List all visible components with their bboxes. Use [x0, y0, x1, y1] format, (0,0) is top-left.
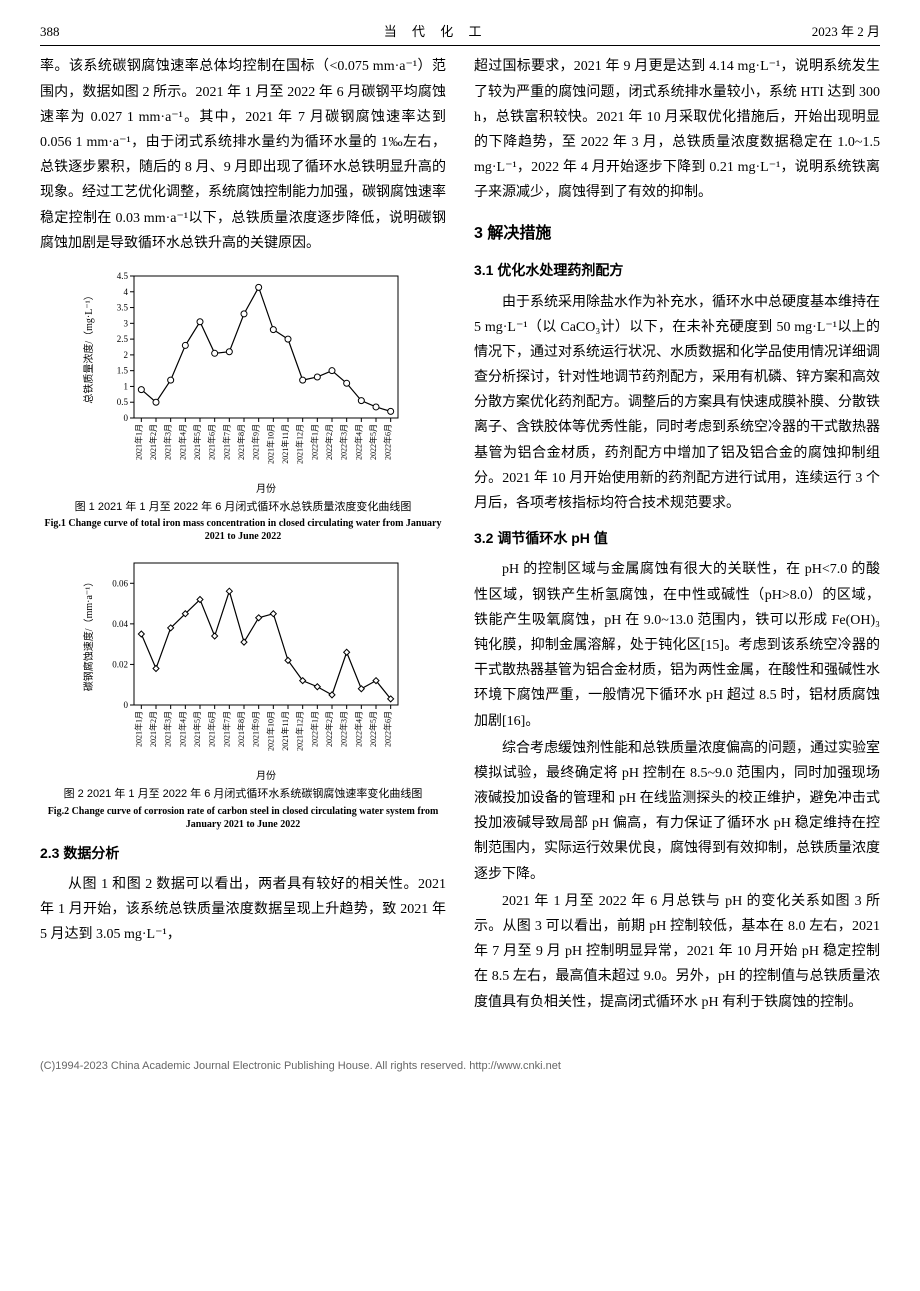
svg-text:2022年2月: 2022年2月	[324, 711, 334, 747]
svg-text:2021年6月: 2021年6月	[207, 424, 217, 460]
svg-text:2021年1月: 2021年1月	[133, 424, 143, 460]
svg-text:2022年1月: 2022年1月	[309, 711, 319, 747]
issue-date: 2023 年 2 月	[812, 20, 880, 43]
figure-2: 0 0.02 0.04 0.06 碳钢腐蚀速度/（mm·a⁻¹） 2021年1月 2021年…	[40, 553, 446, 830]
figure-1-caption-zh: 图 1 2021 年 1 月至 2022 年 6 月闭式循环水总铁质量浓度变化曲…	[40, 500, 446, 515]
svg-text:月份: 月份	[256, 483, 276, 495]
svg-text:碳钢腐蚀速度/（mm·a⁻¹）: 碳钢腐蚀速度/（mm·a⁻¹）	[82, 577, 95, 691]
svg-text:3: 3	[124, 318, 129, 328]
figure-2-caption-en: Fig.2 Change curve of corrosion rate of …	[40, 805, 446, 831]
page-number: 388	[40, 20, 60, 43]
svg-text:2: 2	[124, 350, 129, 360]
svg-text:2021年7月: 2021年7月	[221, 424, 231, 460]
journal-name: 当 代 化 工	[384, 20, 488, 43]
svg-text:2021年8月: 2021年8月	[236, 424, 246, 460]
svg-text:2022年1月: 2022年1月	[309, 424, 319, 460]
svg-text:2022年3月: 2022年3月	[339, 424, 349, 460]
svg-text:2021年4月: 2021年4月	[177, 711, 187, 747]
svg-text:0: 0	[124, 413, 129, 423]
section-3-2-para-2: 综合考虑缓蚀剂性能和总铁质量浓度偏高的问题，通过实验室模拟试验，最终确定将 pH…	[474, 736, 880, 887]
svg-text:总铁质量浓度/（mg·L⁻¹）: 总铁质量浓度/（mg·L⁻¹）	[82, 290, 95, 403]
section-3-2-para-1: pH 的控制区域与金属腐蚀有很大的关联性，在 pH<7.0 的酸性区域，钢铁产生…	[474, 557, 880, 733]
page-footer: (C)1994-2023 China Academic Journal Elec…	[40, 1057, 880, 1077]
svg-text:2021年5月: 2021年5月	[192, 711, 202, 747]
svg-text:2022年6月: 2022年6月	[383, 711, 393, 747]
two-column-layout: 率。该系统碳钢腐蚀速率总体均控制在国标（<0.075 mm·a⁻¹）范围内，数据…	[40, 54, 880, 1016]
left-column: 率。该系统碳钢腐蚀速率总体均控制在国标（<0.075 mm·a⁻¹）范围内，数据…	[40, 54, 446, 1016]
right-para-1: 超过国标要求，2021 年 9 月更是达到 4.14 mg·L⁻¹，说明系统发生…	[474, 54, 880, 205]
svg-text:2021年2月: 2021年2月	[148, 424, 158, 460]
svg-text:2022年6月: 2022年6月	[383, 424, 393, 460]
svg-text:4: 4	[124, 287, 129, 297]
svg-text:2021年3月: 2021年3月	[163, 424, 173, 460]
svg-text:月份: 月份	[256, 770, 276, 782]
figure-2-caption-zh: 图 2 2021 年 1 月至 2022 年 6 月闭式循环水系统碳钢腐蚀速率变…	[40, 787, 446, 802]
svg-text:2022年4月: 2022年4月	[353, 424, 363, 460]
svg-text:2021年3月: 2021年3月	[163, 711, 173, 747]
chart-1-svg: 0 0.5 1 1.5 2 2.5 3 3.5 4 4.5 总铁质量浓度/（mg·L⁻¹） 2021年…	[78, 266, 408, 496]
section-3-1-title: 3.1 优化水处理药剂配方	[474, 258, 880, 283]
svg-text:2021年6月: 2021年6月	[207, 711, 217, 747]
section-3-2-para-3: 2021 年 1 月至 2022 年 6 月总铁与 pH 的变化关系如图 3 所…	[474, 889, 880, 1015]
svg-text:3.5: 3.5	[117, 302, 129, 312]
figure-1: 0 0.5 1 1.5 2 2.5 3 3.5 4 4.5 总铁质量浓度/（mg·L⁻¹） 2021年…	[40, 266, 446, 543]
svg-text:0.04: 0.04	[112, 619, 128, 629]
svg-text:2021年12月: 2021年12月	[295, 424, 305, 464]
svg-text:2022年5月: 2022年5月	[368, 711, 378, 747]
section-2-3-title: 2.3 数据分析	[40, 841, 446, 866]
svg-text:2021年12月: 2021年12月	[295, 711, 305, 751]
figure-1-caption-en: Fig.1 Change curve of total iron mass co…	[40, 517, 446, 543]
right-column: 超过国标要求，2021 年 9 月更是达到 4.14 mg·L⁻¹，说明系统发生…	[474, 54, 880, 1016]
svg-text:2.5: 2.5	[117, 334, 129, 344]
svg-text:2021年5月: 2021年5月	[192, 424, 202, 460]
section-3-title: 3 解决措施	[474, 220, 880, 249]
svg-text:0.5: 0.5	[117, 397, 129, 407]
svg-text:2022年3月: 2022年3月	[339, 711, 349, 747]
page-header: 388 当 代 化 工 2023 年 2 月	[40, 20, 880, 46]
svg-text:2022年4月: 2022年4月	[353, 711, 363, 747]
section-3-1-para-1: 由于系统采用除盐水作为补充水，循环水中总硬度基本维持在 5 mg·L⁻¹（以 C…	[474, 290, 880, 517]
svg-text:2021年2月: 2021年2月	[148, 711, 158, 747]
svg-text:2021年1月: 2021年1月	[133, 711, 143, 747]
svg-text:2022年5月: 2022年5月	[368, 424, 378, 460]
svg-text:0.02: 0.02	[112, 660, 128, 670]
svg-text:2021年10月: 2021年10月	[265, 424, 275, 464]
section-2-3-para-1: 从图 1 和图 2 数据可以看出，两者具有较好的相关性。2021 年 1 月开始…	[40, 872, 446, 948]
svg-text:2022年2月: 2022年2月	[324, 424, 334, 460]
svg-text:1: 1	[124, 381, 129, 391]
svg-text:2021年10月: 2021年10月	[265, 711, 275, 751]
svg-text:0: 0	[124, 700, 129, 710]
svg-text:4.5: 4.5	[117, 271, 129, 281]
section-3-2-title: 3.2 调节循环水 pH 值	[474, 526, 880, 551]
svg-text:2021年11月: 2021年11月	[280, 711, 290, 751]
svg-text:2021年8月: 2021年8月	[236, 711, 246, 747]
svg-text:2021年7月: 2021年7月	[221, 711, 231, 747]
svg-text:2021年9月: 2021年9月	[251, 711, 261, 747]
svg-text:1.5: 1.5	[117, 366, 129, 376]
svg-text:2021年11月: 2021年11月	[280, 424, 290, 464]
svg-text:0.06: 0.06	[112, 579, 128, 589]
svg-text:2021年4月: 2021年4月	[177, 424, 187, 460]
chart-2-svg: 0 0.02 0.04 0.06 碳钢腐蚀速度/（mm·a⁻¹） 2021年1月 2021年…	[78, 553, 408, 783]
left-para-1: 率。该系统碳钢腐蚀速率总体均控制在国标（<0.075 mm·a⁻¹）范围内，数据…	[40, 54, 446, 256]
svg-text:2021年9月: 2021年9月	[251, 424, 261, 460]
